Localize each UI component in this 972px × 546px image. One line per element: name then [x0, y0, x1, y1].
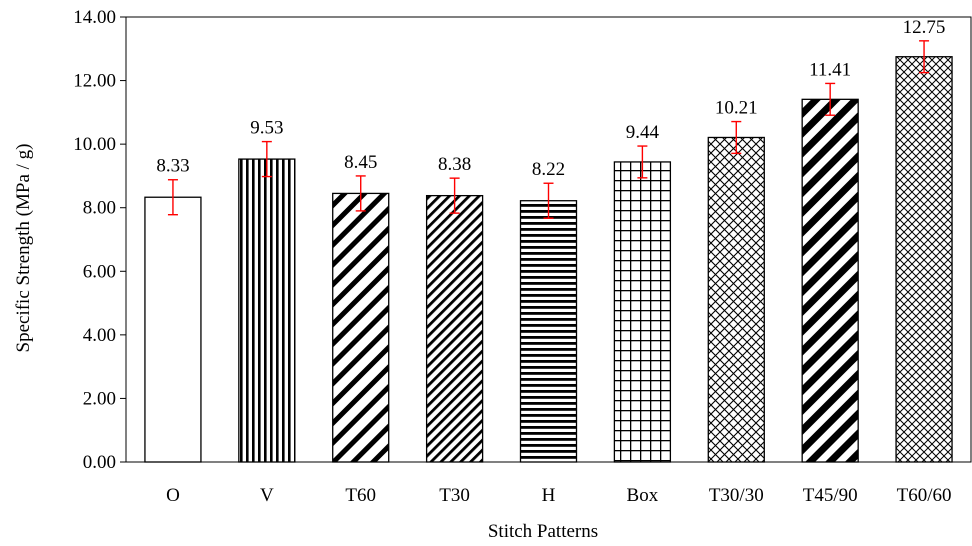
- x-tick-label: O: [166, 485, 180, 506]
- data-label: 11.41: [809, 59, 851, 80]
- x-axis-title: Stitch Patterns: [488, 521, 598, 542]
- bar-box: [613, 161, 672, 463]
- x-tick-label: H: [542, 485, 556, 506]
- error-bar: [355, 175, 366, 212]
- axes: 0.00 2.00 4.00 6.00 8.00 10.00 12.00 14.00 O V T60…: [73, 7, 972, 506]
- data-label: 9.44: [626, 122, 660, 143]
- y-tick-label: 6.00: [83, 261, 116, 282]
- error-bars: [167, 40, 930, 219]
- bar-o: [144, 196, 202, 463]
- data-label: 8.22: [532, 159, 565, 180]
- data-label: 8.38: [438, 154, 471, 175]
- data-label: 8.33: [156, 156, 189, 177]
- y-tick-label: 0.00: [83, 452, 116, 473]
- error-bar: [825, 82, 836, 116]
- error-bar: [919, 40, 930, 74]
- bar-t60: [332, 192, 390, 463]
- bar-v: [238, 158, 296, 463]
- bar-t30: [425, 194, 484, 463]
- bars: [144, 56, 953, 463]
- bar-t45-90: [801, 98, 859, 463]
- y-tick-label: 4.00: [83, 325, 116, 346]
- bar-h: [519, 200, 578, 463]
- y-tick-label: 14.00: [73, 7, 116, 28]
- x-tick-label: T30/30: [709, 485, 764, 506]
- x-tick-label: Box: [627, 485, 659, 506]
- bar-t30-30: [707, 136, 765, 463]
- error-bar: [167, 179, 178, 216]
- x-tick-label: T60/60: [897, 485, 952, 506]
- data-labels: 8.33 9.53 8.45 8.38 8.22 9.44 10.21 11.41 12.75: [156, 17, 945, 180]
- error-bar: [731, 120, 742, 155]
- y-tick-label: 2.00: [83, 388, 116, 409]
- data-label: 12.75: [903, 17, 946, 38]
- x-tick-label: T60: [345, 485, 376, 506]
- data-label: 8.45: [344, 152, 377, 173]
- y-tick-label: 8.00: [83, 198, 116, 219]
- x-tick-label: T30: [439, 485, 470, 506]
- y-tick-label: 10.00: [73, 134, 116, 155]
- bar-t60-60: [895, 56, 953, 463]
- y-tick-label: 12.00: [73, 71, 116, 92]
- data-label: 9.53: [250, 118, 283, 139]
- error-bar: [543, 182, 554, 219]
- error-bar: [637, 145, 648, 179]
- x-tick-label: T45/90: [803, 485, 858, 506]
- error-bar: [261, 140, 272, 178]
- y-axis-title: Specific Strength (MPa / g): [13, 144, 34, 353]
- x-tick-label: V: [260, 485, 274, 506]
- error-bar: [449, 177, 460, 214]
- data-label: 10.21: [715, 98, 758, 119]
